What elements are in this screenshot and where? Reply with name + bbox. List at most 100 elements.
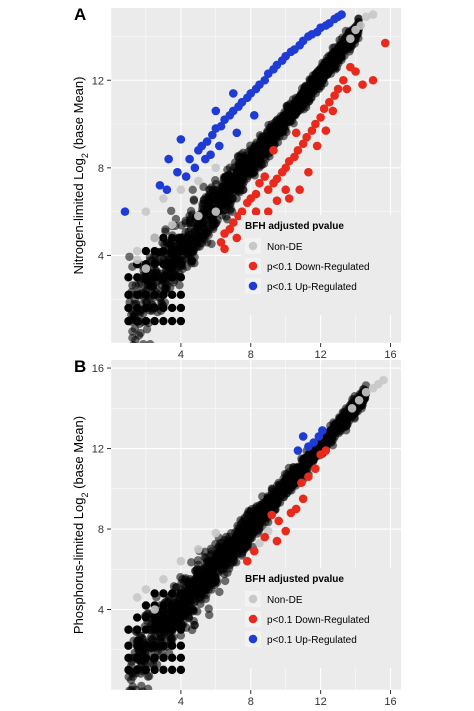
non-de-point (141, 264, 151, 273)
non-de-point (176, 631, 186, 640)
low-count-point (150, 316, 159, 326)
low-count-point (124, 316, 133, 326)
down-regulated-point (342, 84, 352, 94)
non-de-point (201, 554, 211, 563)
series-1 (216, 38, 390, 254)
low-count-point (159, 589, 168, 598)
down-regulated-point (284, 156, 294, 166)
non-de-point (227, 196, 236, 205)
low-count-point (133, 316, 142, 326)
x-tick-label: 4 (178, 696, 184, 708)
non-de-point (175, 280, 184, 290)
legend-marker (248, 594, 258, 604)
non-de-point (211, 207, 221, 216)
low-count-point (150, 665, 159, 675)
non-de-point (134, 331, 144, 340)
non-de-point (255, 538, 264, 548)
non-de-point (265, 137, 274, 146)
non-de-point (310, 77, 320, 86)
low-count-point (141, 665, 151, 675)
non-de-point (161, 225, 170, 234)
legend-label: Non-DE (267, 242, 303, 253)
legend-marker (248, 241, 258, 251)
down-regulated-point (321, 126, 331, 135)
low-count-point (176, 259, 186, 269)
y-tick-label: 12 (92, 75, 104, 87)
down-regulated-point (311, 119, 320, 129)
panel-a: A4812164812Replete Log2 (base Mean)Nitro… (71, 5, 401, 381)
low-count-point (150, 246, 159, 256)
non-de-point (295, 97, 304, 107)
non-de-point (184, 249, 193, 258)
low-count-point (159, 653, 168, 663)
non-de-point (222, 184, 232, 194)
non-de-point (141, 207, 151, 216)
series-0 (132, 10, 378, 273)
non-de-point (143, 684, 153, 690)
legend-marker (248, 634, 258, 644)
y-axis-title: Phosphorus-limited Log2 (base Mean) (71, 416, 90, 634)
non-de-point (128, 327, 137, 336)
up-regulated-point (232, 128, 242, 138)
non-de-point (198, 199, 207, 208)
low-count-point (150, 653, 159, 663)
low-count-point (141, 613, 151, 622)
non-de-point (265, 502, 275, 511)
non-de-point (354, 14, 363, 24)
non-de-point (205, 568, 214, 578)
low-count-point (150, 589, 159, 598)
non-de-point (189, 606, 199, 615)
non-de-point (343, 420, 352, 429)
down-regulated-point (260, 532, 270, 542)
down-regulated-point (286, 508, 296, 518)
up-regulated-point (181, 172, 191, 181)
non-de-point (128, 333, 137, 343)
down-regulated-point (277, 167, 287, 177)
non-de-point (282, 113, 291, 122)
down-regulated-point (269, 146, 278, 155)
panel-b: B 4 8 12 16 4 8 12 16 Replete Log2 (base Mean) Pho… (71, 357, 401, 711)
up-regulated-point (211, 106, 221, 116)
x-tick-label: 8 (248, 349, 254, 361)
non-de-point (200, 235, 209, 244)
non-de-point (337, 39, 347, 49)
non-de-point (167, 220, 177, 230)
non-de-point (246, 507, 255, 516)
up-regulated-point (260, 75, 270, 85)
non-de-point (169, 633, 178, 642)
up-regulated-point (314, 432, 324, 441)
up-regulated-point (164, 154, 173, 164)
low-count-point (167, 246, 177, 256)
low-count-point (159, 259, 168, 269)
non-de-point (159, 575, 168, 584)
low-count-point (159, 625, 168, 634)
non-de-point (285, 483, 294, 492)
legend-label: p<0.1 Up-Regulated (267, 635, 357, 646)
non-de-point (189, 195, 199, 204)
low-count-point (141, 273, 151, 282)
legend: BFH adjusted pvalue Non-DE p<0.1 Down-Regu… (241, 568, 401, 668)
low-count-point (159, 316, 168, 326)
low-count-point (141, 641, 151, 650)
legend-title: BFH adjusted pvalue (245, 221, 344, 232)
down-regulated-point (263, 185, 273, 195)
non-de-point (214, 551, 224, 560)
non-de-point (131, 281, 140, 290)
non-de-point (235, 537, 244, 546)
x-tick-label: 16 (384, 696, 396, 708)
non-de-point (166, 206, 176, 216)
y-tick-label: 8 (98, 524, 104, 536)
non-de-point (246, 521, 256, 531)
non-de-point (327, 429, 336, 438)
non-de-point (267, 491, 277, 500)
down-regulated-point (260, 172, 270, 181)
up-regulated-point (120, 207, 130, 216)
low-count-point (159, 601, 168, 610)
low-count-point (133, 273, 142, 282)
low-count-point (150, 259, 159, 269)
non-de-point (211, 528, 221, 538)
low-count-point (124, 665, 133, 675)
low-count-point (167, 665, 177, 675)
low-count-point (159, 233, 168, 243)
non-de-point (297, 462, 307, 471)
